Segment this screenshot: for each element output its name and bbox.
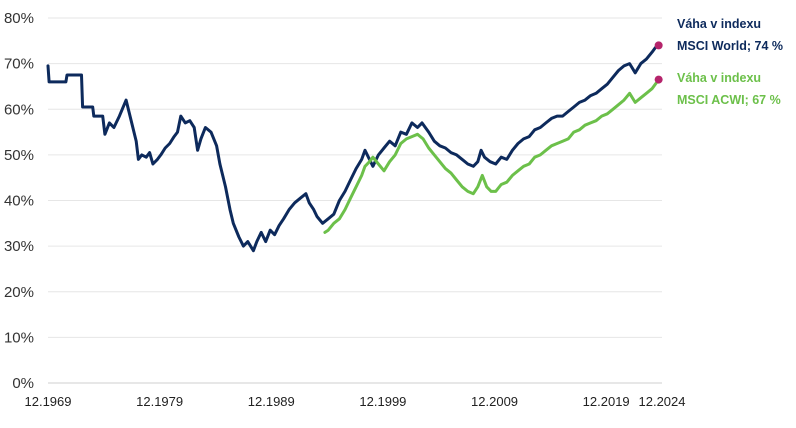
x-tick-label: 12.1979 (136, 394, 183, 409)
y-tick-label: 20% (4, 284, 34, 301)
annotation-line: Váha v indexu (677, 71, 761, 85)
x-tick-label: 12.1969 (25, 394, 72, 409)
series-endpoint-marker (654, 41, 663, 50)
y-tick-label: 30% (4, 238, 34, 255)
gridlines (48, 17, 662, 384)
x-axis-ticks: 12.1969 12.1979 12.1989 12.1999 12.2009 12.20… (25, 394, 686, 409)
y-tick-label: 80% (4, 10, 34, 27)
series (46, 43, 661, 253)
y-tick-label: 40% (4, 193, 34, 210)
x-tick-label: 12.1989 (248, 394, 295, 409)
annotations: Váha v indexu MSCI World; 74 % Váha v inde… (677, 17, 783, 107)
y-tick-label: 50% (4, 147, 34, 164)
y-tick-label: 60% (4, 101, 34, 118)
annotation-line: Váha v indexu (677, 17, 761, 31)
x-tick-label: 12.2009 (471, 394, 518, 409)
x-tick-label: 12.1999 (359, 394, 406, 409)
x-tick-label: 12.2019 (583, 394, 630, 409)
y-tick-label: 0% (12, 375, 34, 392)
x-tick-label: 12.2024 (639, 394, 686, 409)
series-line-1 (323, 78, 661, 234)
y-tick-label: 10% (4, 329, 34, 346)
annotation-line: MSCI ACWI; 67 % (677, 93, 781, 107)
endpoint-markers (654, 41, 663, 84)
series-line-0 (46, 43, 661, 253)
annotation-line: MSCI World; 74 % (677, 39, 783, 53)
series-endpoint-marker (654, 75, 663, 84)
y-axis-ticks: 0% 10% 20% 30% 40% 50% 60% 70% 80% (4, 10, 34, 392)
y-tick-label: 70% (4, 56, 34, 73)
